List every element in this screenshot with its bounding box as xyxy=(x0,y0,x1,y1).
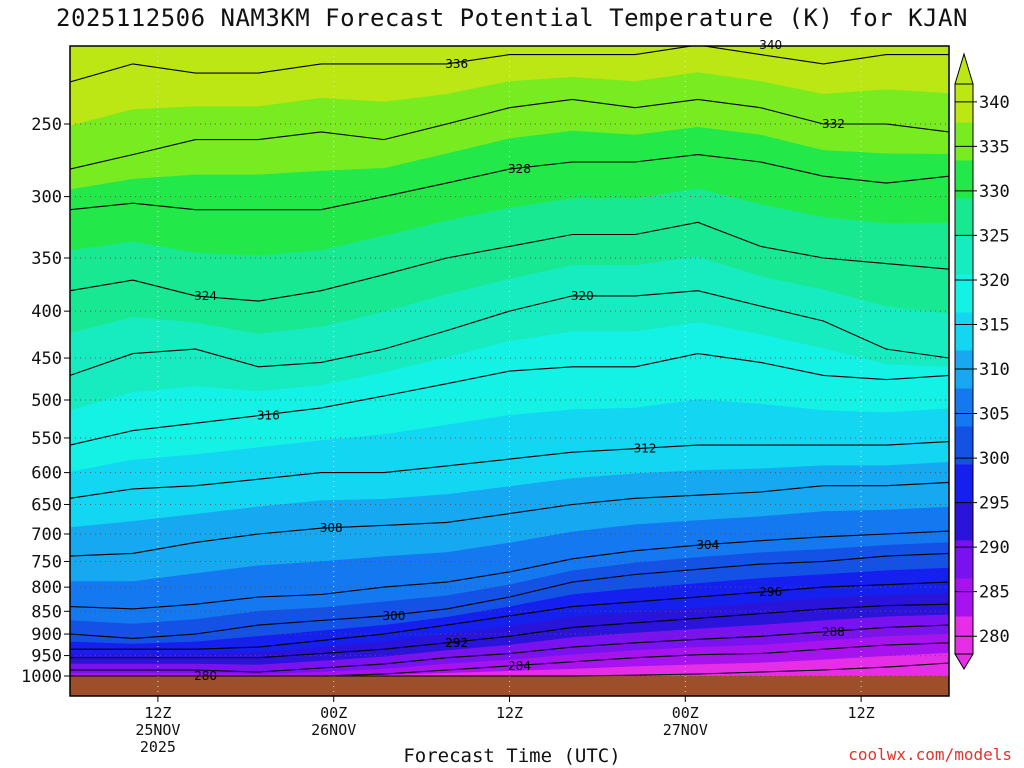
isentrope-328 xyxy=(70,154,949,211)
y-tick-label: 700 xyxy=(31,525,62,545)
y-tick-label: 550 xyxy=(31,429,62,449)
y-tick-label: 750 xyxy=(31,552,62,572)
y-tick-label: 950 xyxy=(31,647,62,667)
colorbar-segment xyxy=(955,616,973,655)
contour-label-308: 308 xyxy=(320,521,343,535)
colorbar-tick-label: 330 xyxy=(979,182,1010,202)
x-tick-label: 12Z xyxy=(496,704,523,722)
isentrope-304 xyxy=(70,530,949,610)
colorbar-tick-label: 285 xyxy=(979,583,1010,603)
y-tick-label: 350 xyxy=(31,249,62,269)
colorbar-tick-label: 320 xyxy=(979,271,1010,291)
x-tick-label: 00Z xyxy=(320,704,347,722)
contour-label-292: 292 xyxy=(445,636,468,650)
colorbar-tick-label: 300 xyxy=(979,449,1010,469)
colorbar-segment xyxy=(955,274,973,313)
watermark-link[interactable]: coolwx.com/models xyxy=(848,745,1012,764)
isentrope-316 xyxy=(70,353,949,446)
x-tick-label: 2025 xyxy=(140,738,176,756)
colorbar-tick-label: 335 xyxy=(979,137,1010,157)
y-tick-label: 300 xyxy=(31,188,62,208)
colorbar-tick-label: 310 xyxy=(979,360,1010,380)
chart-title: 2025112506 NAM3KM Forecast Potential Tem… xyxy=(56,4,968,32)
y-axis: 250 300 350 400 450 500 550 600 650 700 750 800 850 9… xyxy=(21,115,70,687)
colorbar-tick-label: 295 xyxy=(979,494,1010,514)
x-axis-title: Forecast Time (UTC) xyxy=(403,745,621,767)
contour-label-332: 332 xyxy=(822,117,845,131)
y-tick-label: 450 xyxy=(31,349,62,369)
contour-label-340: 340 xyxy=(759,38,782,52)
colorbar-segment xyxy=(955,160,973,199)
contour-label-300: 300 xyxy=(382,609,405,623)
colorbar-tick-label: 325 xyxy=(979,226,1010,246)
x-tick-label: 00Z xyxy=(672,704,699,722)
colorbar-segment xyxy=(955,464,973,503)
isentrope-296 xyxy=(70,581,949,650)
y-tick-label: 900 xyxy=(31,625,62,645)
isentrope-contours xyxy=(70,46,949,677)
colorbar-max-arrow xyxy=(954,52,974,85)
isentrope-308 xyxy=(70,481,949,557)
y-tick-label: 600 xyxy=(31,464,62,484)
colorbar: 280 285 290 295 300 305 310 315 320 325 330 335 340 xyxy=(954,52,1010,670)
colorbar-segment xyxy=(955,502,973,541)
colorbar-segment xyxy=(955,426,973,465)
isentrope-332 xyxy=(70,98,949,170)
isentrope-284 xyxy=(70,642,949,677)
x-tick-label: 12Z xyxy=(144,704,171,722)
isentrope-324 xyxy=(70,221,949,302)
contour-label-280: 280 xyxy=(194,669,217,683)
y-tick-label: 800 xyxy=(31,578,62,598)
colorbar-tick-label: 315 xyxy=(979,315,1010,335)
y-tick-label: 650 xyxy=(31,495,62,515)
colorbar-tick-label: 290 xyxy=(979,538,1010,558)
colorbar-segment xyxy=(955,122,973,161)
colorbar-min-arrow xyxy=(954,653,974,670)
colorbar-segment xyxy=(955,578,973,617)
contour-label-288: 288 xyxy=(822,625,845,639)
y-tick-label: 500 xyxy=(31,391,62,411)
y-tick-label: 1000 xyxy=(21,667,62,687)
contour-label-304: 304 xyxy=(696,538,719,552)
isentrope-312 xyxy=(70,441,949,499)
y-tick-label: 250 xyxy=(31,115,62,135)
contour-label-316: 316 xyxy=(257,409,280,423)
contour-label-336: 336 xyxy=(445,57,468,71)
contour-label-284: 284 xyxy=(508,659,531,673)
colorbar-segment xyxy=(955,84,973,123)
contour-labels: 280 284 288 292 296 300 304 308 312 316 320 324 328 3… xyxy=(194,38,845,683)
y-tick-label: 400 xyxy=(31,302,62,322)
contour-label-296: 296 xyxy=(759,585,782,599)
x-tick-label: 12Z xyxy=(848,704,875,722)
colorbar-segment xyxy=(955,540,973,579)
isentrope-336 xyxy=(70,46,949,83)
colorbar-tick-label: 340 xyxy=(979,93,1010,113)
x-tick-label: 26NOV xyxy=(311,721,356,739)
contour-label-328: 328 xyxy=(508,162,531,176)
colorbar-segment xyxy=(955,388,973,427)
contour-label-320: 320 xyxy=(571,289,594,303)
x-tick-label: 27NOV xyxy=(663,721,708,739)
colorbar-segment xyxy=(955,198,973,237)
contour-label-324: 324 xyxy=(194,289,217,303)
theta-color-bands xyxy=(70,46,949,696)
y-tick-label: 850 xyxy=(31,602,62,622)
isentrope-320 xyxy=(70,290,949,376)
colorbar-tick-label: 305 xyxy=(979,405,1010,425)
isentrope-300 xyxy=(70,552,949,639)
isentrope-292 xyxy=(70,603,949,659)
x-tick-label: 25NOV xyxy=(135,721,180,739)
colorbar-tick-label: 280 xyxy=(979,627,1010,647)
colorbar-segment xyxy=(955,236,973,275)
contour-label-312: 312 xyxy=(634,442,657,456)
colorbar-segment xyxy=(955,312,973,351)
isentrope-288 xyxy=(70,624,949,673)
